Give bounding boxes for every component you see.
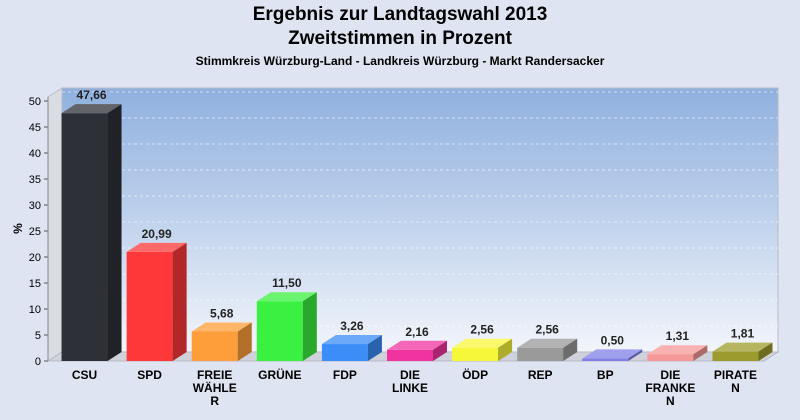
bar (191, 322, 252, 361)
bar-side (302, 292, 317, 361)
bar-side (693, 345, 708, 361)
data-label: 1,81 (731, 327, 755, 341)
x-tick-label: FREIE (197, 368, 232, 382)
x-tick-label: FDP (333, 368, 357, 382)
y-axis-title: % (11, 223, 25, 234)
y-tick-label: 20 (29, 252, 41, 264)
chart-subtitle-2: Stimmkreis Würzburg-Land - Landkreis Wür… (195, 54, 605, 68)
bar-side (758, 342, 773, 361)
data-label: 11,50 (272, 276, 302, 290)
bar-front (387, 349, 433, 361)
bar-top (191, 322, 252, 332)
bar-front (452, 347, 499, 361)
y-tick-label: 45 (29, 122, 41, 134)
x-tick-label: WÄHLE (193, 380, 237, 395)
data-label: 1,31 (666, 329, 690, 343)
x-tick-label: PIRATE (714, 368, 757, 382)
bar (517, 338, 578, 361)
bar (712, 342, 773, 361)
bar-side (172, 242, 187, 361)
bar-front (256, 301, 303, 361)
bar-side (563, 338, 578, 361)
bar-top (321, 335, 382, 345)
bar (452, 338, 513, 361)
bar-front (647, 354, 694, 361)
bar-front (321, 344, 368, 361)
x-tick-label: ÖDP (462, 367, 488, 382)
x-tick-label: N (731, 381, 740, 395)
x-tick-label: DIE (660, 368, 680, 382)
bar (126, 242, 187, 361)
data-label: 2,56 (470, 323, 494, 337)
data-label: 3,26 (340, 319, 364, 333)
bar-side (628, 349, 643, 361)
x-tick-label: GRÜNE (258, 367, 301, 382)
bar (256, 292, 317, 361)
x-tick-label: REP (528, 368, 553, 382)
y-tick-label: 10 (29, 304, 41, 316)
bar-side (433, 340, 447, 361)
bar (387, 340, 447, 361)
x-tick-label: BP (597, 368, 614, 382)
bar-front (712, 351, 759, 361)
bar-front (582, 358, 629, 361)
bar-front (61, 113, 108, 361)
x-tick-label: N (666, 394, 675, 408)
bar-front (517, 347, 564, 361)
bar (647, 345, 708, 361)
y-tick-label: 50 (29, 96, 41, 108)
plot-side-wall (47, 87, 63, 362)
x-tick-label: LINKE (392, 381, 428, 395)
y-tick-label: 40 (29, 148, 41, 160)
y-tick-label: 0 (35, 356, 41, 368)
bar-top (712, 342, 773, 352)
bar-top (517, 338, 578, 348)
bar-side (237, 322, 252, 361)
y-tick-label: 5 (35, 330, 41, 342)
x-tick-label: DIE (400, 368, 420, 382)
chart-subtitle: Zweitstimmen in Prozent (288, 28, 512, 49)
bar-side (498, 338, 513, 361)
y-tick-label: 30 (29, 200, 41, 212)
bar-top (387, 340, 447, 350)
bar-top (647, 345, 708, 355)
data-label: 2,56 (536, 323, 560, 337)
data-label: 47,66 (77, 88, 107, 102)
bar (582, 349, 643, 361)
data-label: 5,68 (210, 306, 234, 320)
x-tick-label: SPD (137, 368, 162, 382)
bar-top (256, 292, 317, 302)
bar-top (61, 104, 122, 114)
bar-side (367, 335, 382, 361)
data-label: 0,50 (601, 333, 625, 347)
data-label: 20,99 (142, 227, 172, 241)
bar-side (107, 104, 122, 361)
x-tick-label: CSU (72, 368, 97, 382)
y-tick-label: 35 (29, 174, 41, 186)
bar-top (452, 338, 513, 348)
data-label: 2,16 (405, 325, 429, 339)
bar-front (126, 251, 173, 361)
y-tick-label: 25 (29, 226, 41, 238)
x-tick-label: R (210, 394, 219, 408)
y-tick-label: 15 (29, 278, 41, 290)
bar-top (126, 242, 187, 252)
x-tick-label: FRANKE (645, 381, 695, 395)
bar-front (191, 331, 238, 361)
bar (321, 335, 382, 361)
bar (61, 104, 122, 361)
chart-title: Ergebnis zur Landtagswahl 2013 (252, 4, 548, 25)
bar-top (582, 349, 643, 359)
